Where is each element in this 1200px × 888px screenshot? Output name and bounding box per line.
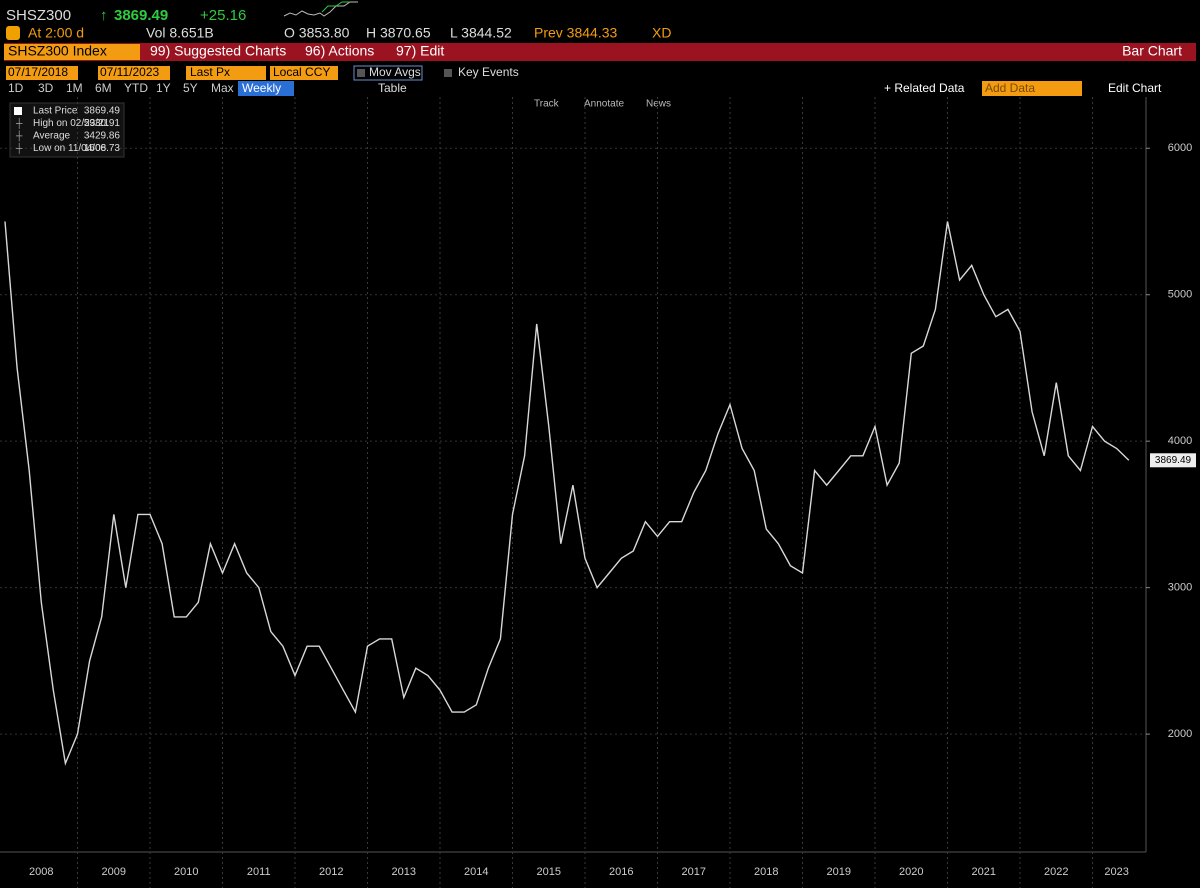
y-tick-label: 5000 xyxy=(1168,289,1192,301)
period-button[interactable]: 1Y xyxy=(156,81,171,95)
volume: Vol 8.651B xyxy=(146,25,214,41)
x-tick-label: 2013 xyxy=(392,866,416,878)
legend-label: Last Price xyxy=(33,106,78,117)
ticker: SHSZ300 xyxy=(6,7,71,24)
clock-icon xyxy=(6,26,20,40)
y-tick-label: 4000 xyxy=(1168,435,1192,447)
end-date[interactable]: 07/11/2023 xyxy=(100,65,159,79)
tool-button[interactable]: Track xyxy=(534,99,560,110)
currency-box[interactable] xyxy=(270,66,338,80)
x-tick-label: 2014 xyxy=(464,866,488,878)
checkbox[interactable] xyxy=(444,69,452,77)
last-price-label: 3869.49 xyxy=(1155,455,1192,466)
x-tick-label: 2021 xyxy=(972,866,996,878)
end-field[interactable] xyxy=(98,66,170,80)
menu-bar xyxy=(4,43,1196,61)
start-date[interactable]: 07/17/2018 xyxy=(8,65,68,79)
x-tick-label: 2012 xyxy=(319,866,343,878)
x-tick-label: 2019 xyxy=(827,866,851,878)
legend-label: High on 02/23/21 xyxy=(33,118,110,129)
high: H 3870.65 xyxy=(366,25,431,41)
tool-button[interactable]: News xyxy=(646,99,671,110)
mov-avgs-box[interactable] xyxy=(353,65,423,81)
legend-label: Average xyxy=(33,131,71,142)
period-button[interactable]: 1M xyxy=(66,81,83,95)
period-button[interactable]: Max xyxy=(211,81,234,95)
period-button[interactable]: 6M xyxy=(95,81,112,95)
frequency[interactable]: Weekly xyxy=(242,81,281,95)
last-price: 3869.49 xyxy=(114,7,168,24)
related-data[interactable]: + Related Data xyxy=(884,81,965,95)
y-tick-label: 6000 xyxy=(1168,142,1192,154)
security-field[interactable] xyxy=(4,44,140,60)
sparkline-up xyxy=(321,1,350,13)
legend-icon: ┼ xyxy=(15,142,23,154)
checkbox[interactable] xyxy=(357,69,365,77)
x-tick-label: 2015 xyxy=(537,866,561,878)
arrow-up: ↑ xyxy=(100,7,108,24)
y-tick-label: 2000 xyxy=(1168,728,1192,740)
legend-value: 5930.91 xyxy=(84,118,121,129)
tool-button[interactable]: Annotate xyxy=(584,99,624,110)
legend-label: Low on 11/04/08 xyxy=(33,143,107,154)
x-tick-label: 2017 xyxy=(682,866,706,878)
x-tick-label: 2009 xyxy=(102,866,126,878)
y-tick-label: 3000 xyxy=(1168,582,1192,594)
legend-value: 1606.73 xyxy=(84,143,121,154)
period-button[interactable]: 3D xyxy=(38,81,54,95)
last-price-tag xyxy=(1150,453,1196,468)
time: At 2:00 d xyxy=(28,25,84,41)
field-box[interactable] xyxy=(186,66,266,80)
x-tick-label: 2011 xyxy=(247,866,271,878)
x-tick-label: 2023 xyxy=(1104,866,1128,878)
legend-icon: ┼ xyxy=(15,117,23,129)
x-tick-label: 2010 xyxy=(174,866,198,878)
frequency-box[interactable] xyxy=(238,81,294,96)
legend-swatch xyxy=(14,107,22,115)
x-tick-label: 2018 xyxy=(754,866,778,878)
field[interactable]: Last Px xyxy=(190,65,230,79)
edit-chart[interactable]: Edit Chart xyxy=(1108,81,1162,95)
low: L 3844.52 xyxy=(450,25,512,41)
security[interactable]: SHSZ300 Index xyxy=(8,43,107,59)
period-button[interactable]: 1D xyxy=(8,81,24,95)
start-field[interactable] xyxy=(6,66,78,80)
period-button[interactable]: 5Y xyxy=(183,81,198,95)
period-button[interactable]: YTD xyxy=(124,81,148,95)
legend-value: 3869.49 xyxy=(84,106,121,117)
add-data-box[interactable] xyxy=(982,81,1082,96)
table-button[interactable]: Table xyxy=(378,81,407,95)
suggested-charts[interactable]: 99) Suggested Charts xyxy=(150,43,286,59)
key-events[interactable]: Key Events xyxy=(458,65,519,79)
change: +25.16 xyxy=(200,7,246,24)
open: O 3853.80 xyxy=(284,25,350,41)
actions[interactable]: 96) Actions xyxy=(305,43,374,59)
edit[interactable]: 97) Edit xyxy=(396,43,444,59)
flag: XD xyxy=(652,25,671,41)
price-line xyxy=(4,221,1130,766)
legend-value: 3429.86 xyxy=(84,131,121,142)
legend-icon: ┼ xyxy=(15,129,23,141)
x-tick-label: 2016 xyxy=(609,866,633,878)
x-tick-label: 2022 xyxy=(1044,866,1068,878)
prev: Prev 3844.33 xyxy=(534,25,617,41)
sparkline xyxy=(283,1,358,17)
x-tick-label: 2020 xyxy=(899,866,923,878)
mov-avgs[interactable]: Mov Avgs xyxy=(369,65,421,79)
chart-type: Bar Chart xyxy=(1122,43,1182,59)
add-data[interactable]: Add Data xyxy=(985,81,1035,95)
currency[interactable]: Local CCY xyxy=(273,65,330,79)
x-tick-label: 2008 xyxy=(29,866,53,878)
